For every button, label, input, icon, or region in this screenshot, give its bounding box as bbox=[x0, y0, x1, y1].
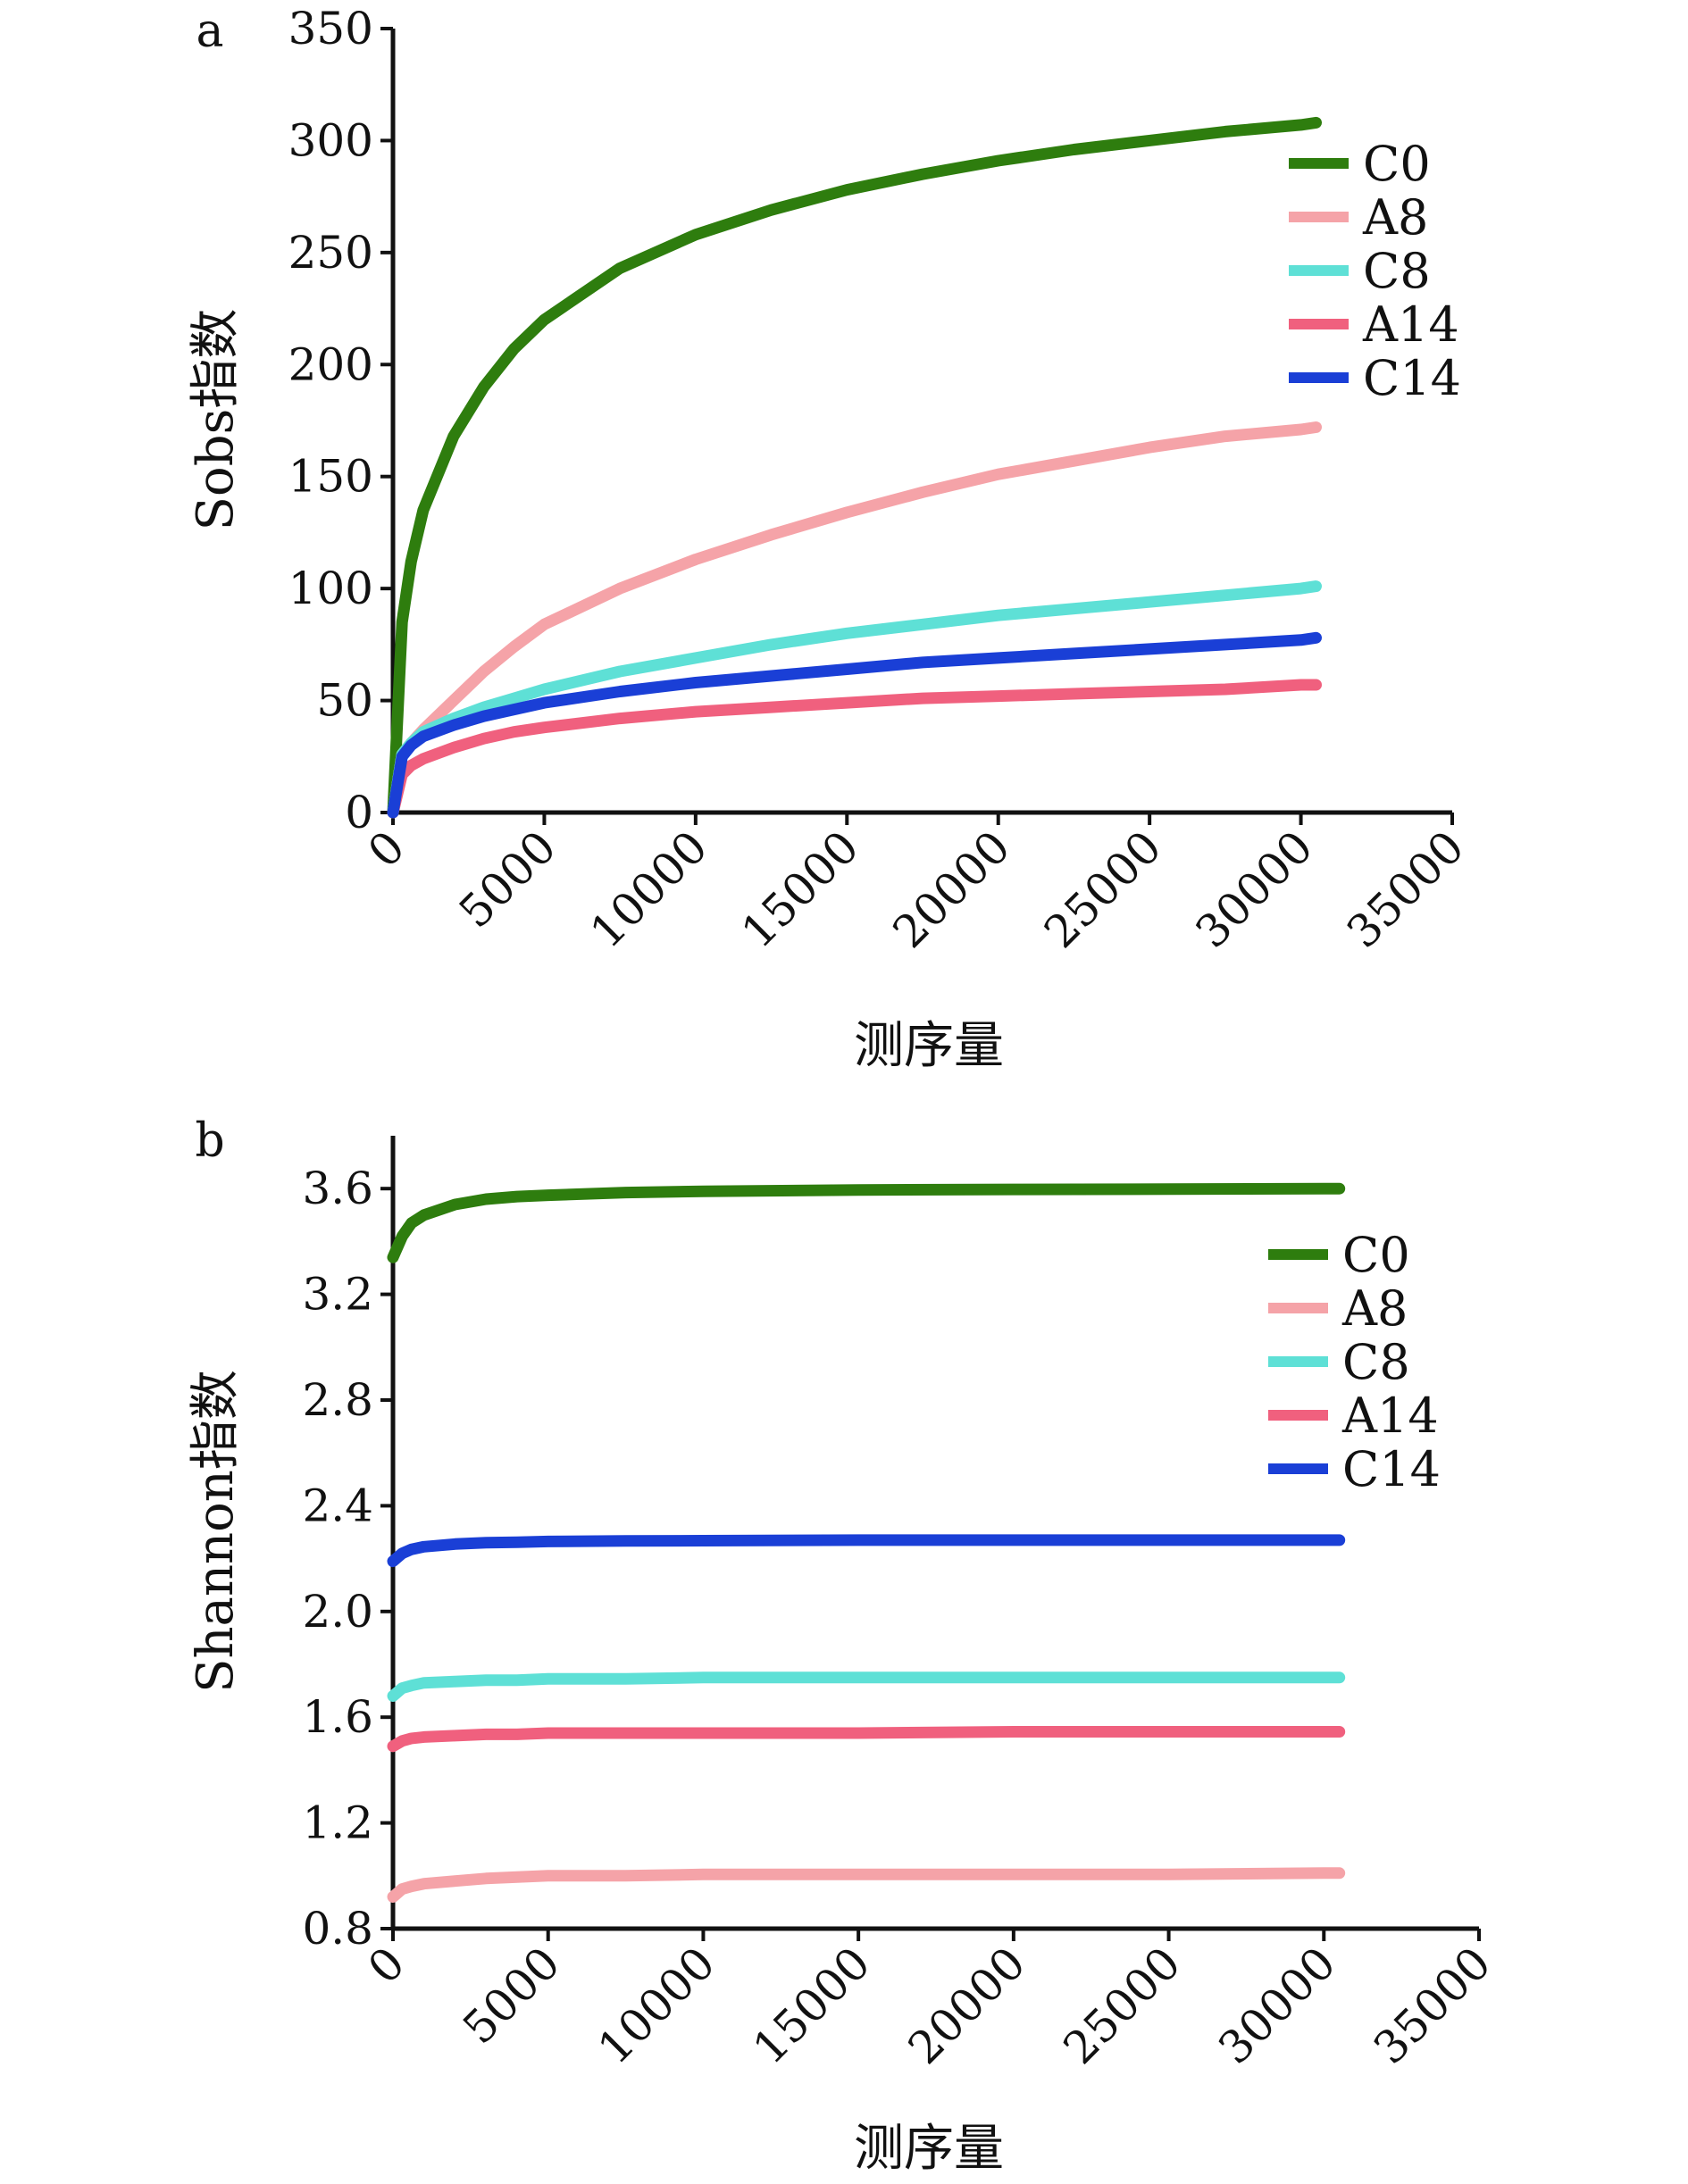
series-line-c14 bbox=[393, 1540, 1340, 1562]
y-tick-label: 300 bbox=[288, 114, 373, 166]
y-tick-label: 0.8 bbox=[302, 1903, 373, 1955]
x-tick-label: 35000 bbox=[1337, 821, 1474, 957]
x-tick-label: 10000 bbox=[588, 1937, 724, 2073]
legend-label-c8: C8 bbox=[1363, 243, 1431, 299]
legend-label-c14: C14 bbox=[1342, 1441, 1441, 1497]
x-tick-label: 20000 bbox=[883, 821, 1020, 957]
y-tick-label: 3.6 bbox=[302, 1163, 373, 1214]
series-line-a14 bbox=[393, 1732, 1340, 1746]
y-axis-title: Sobs指数 bbox=[187, 309, 245, 531]
chart-panel-b: 0.81.21.62.02.42.83.23.60 5000 10000 15000 2… bbox=[187, 1114, 1500, 2178]
legend-label-c0: C0 bbox=[1342, 1227, 1410, 1283]
y-tick-label: 50 bbox=[316, 675, 373, 727]
x-tick-label: 30000 bbox=[1208, 1937, 1345, 2073]
y-tick-label: 1.2 bbox=[302, 1797, 373, 1849]
series-line-a8 bbox=[393, 428, 1316, 813]
series-line-c0 bbox=[393, 1188, 1340, 1257]
x-axis-title: 测序量 bbox=[854, 2120, 1004, 2178]
y-tick-label: 350 bbox=[288, 3, 373, 54]
x-tick-label: 25000 bbox=[1034, 821, 1171, 957]
x-tick-label: 15000 bbox=[743, 1937, 880, 2073]
panel-label: a bbox=[196, 4, 223, 58]
legend-label-a14: A14 bbox=[1362, 296, 1459, 353]
legend-label-a8: A8 bbox=[1341, 1280, 1408, 1337]
y-axis-title: Shannon指数 bbox=[187, 1370, 245, 1693]
panel-label: b bbox=[195, 1114, 224, 1168]
legend-label-a14: A14 bbox=[1341, 1388, 1439, 1444]
series-line-c8 bbox=[393, 1678, 1340, 1696]
x-tick-label: 10000 bbox=[581, 821, 717, 957]
y-tick-label: 2.8 bbox=[302, 1374, 373, 1426]
legend-label-c14: C14 bbox=[1363, 350, 1461, 406]
x-tick-label: 25000 bbox=[1054, 1937, 1191, 2073]
legend-label-a8: A8 bbox=[1362, 189, 1428, 246]
x-tick-label: 5000 bbox=[453, 1937, 570, 2054]
y-tick-label: 200 bbox=[288, 338, 373, 390]
y-tick-label: 1.6 bbox=[302, 1691, 373, 1743]
y-tick-label: 100 bbox=[288, 563, 373, 614]
x-tick-label: 35000 bbox=[1364, 1937, 1500, 2073]
x-tick-label: 15000 bbox=[731, 821, 868, 957]
y-tick-label: 3.2 bbox=[302, 1269, 373, 1321]
x-tick-label: 20000 bbox=[898, 1937, 1035, 2073]
figure: 0501001502002503003500 5000 10000 15000 2000… bbox=[0, 0, 1688, 2184]
y-tick-label: 2.0 bbox=[302, 1586, 373, 1638]
y-tick-label: 2.4 bbox=[302, 1480, 373, 1531]
x-tick-label: 30000 bbox=[1186, 821, 1323, 957]
y-tick-label: 150 bbox=[288, 451, 373, 503]
legend-label-c0: C0 bbox=[1363, 136, 1431, 192]
y-tick-label: 250 bbox=[288, 227, 373, 279]
x-axis-title: 测序量 bbox=[854, 1017, 1004, 1075]
legend-label-c8: C8 bbox=[1342, 1334, 1410, 1390]
series-line-a8 bbox=[393, 1873, 1340, 1897]
x-tick-label: 5000 bbox=[449, 821, 566, 938]
